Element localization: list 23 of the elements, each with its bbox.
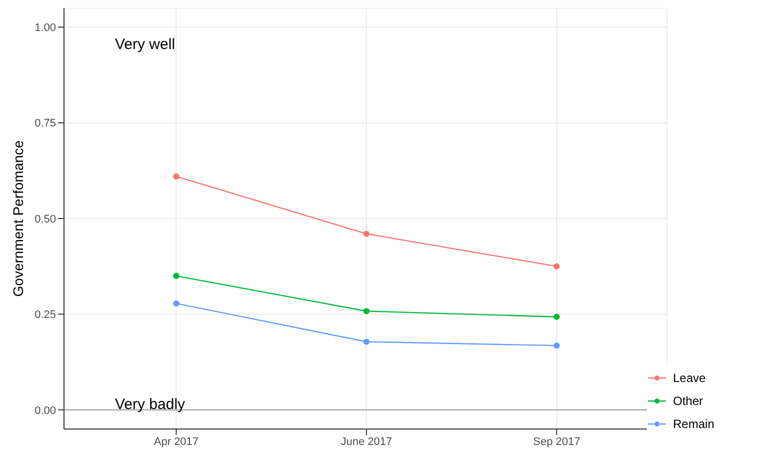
point [363,308,370,314]
point [173,300,180,307]
y-tick-label: 0.50 [34,213,56,226]
x-tick-label: June 2017 [340,436,392,448]
legend-label: Remain [673,416,714,430]
x-tick-label: Sep 2017 [533,436,580,448]
y-tick-label: 1.00 [34,22,56,34]
point [554,263,560,270]
annotation: Very well [115,36,176,53]
point [554,314,560,320]
x-tick-label: Apr 2017 [154,436,199,448]
legend-label: Other [673,394,704,408]
y-tick-label: 0.25 [34,309,56,322]
point [363,338,370,345]
legend-label: Leave [673,370,706,384]
point [173,173,180,180]
point [363,230,370,237]
y-axis-title: Government Perfomance [10,140,26,297]
annotation: Very badly [115,396,186,413]
point [554,342,560,349]
y-tick-label: 0.75 [34,118,56,130]
point [173,272,180,280]
y-tick-label: 0.00 [34,404,56,417]
